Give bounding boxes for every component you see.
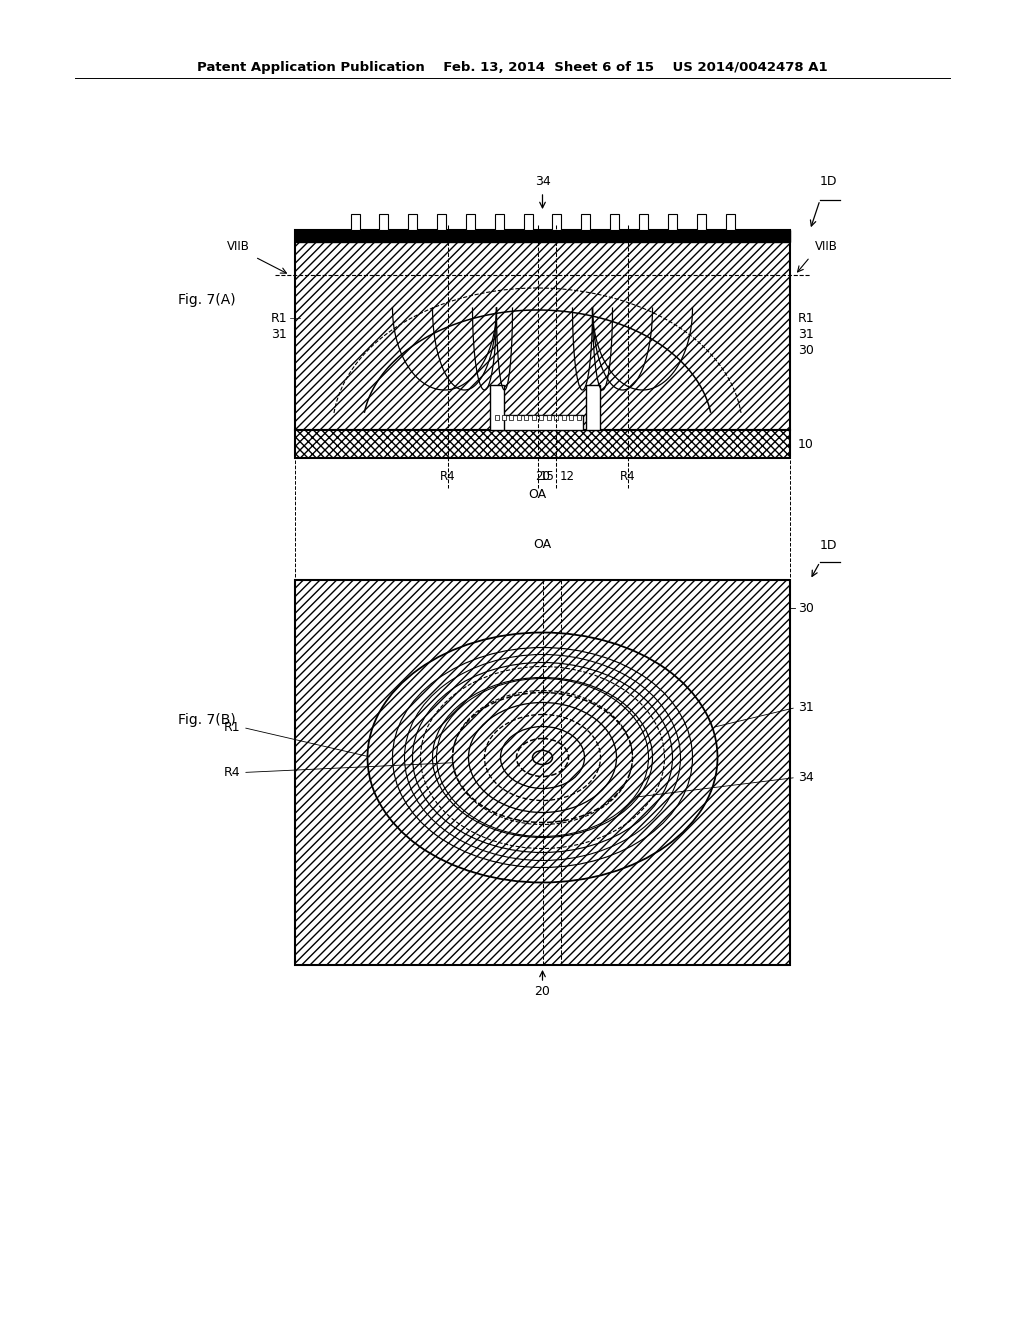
Polygon shape bbox=[561, 414, 565, 420]
Text: 1D: 1D bbox=[820, 539, 838, 552]
Polygon shape bbox=[610, 214, 620, 230]
Text: R1: R1 bbox=[223, 721, 240, 734]
Polygon shape bbox=[524, 414, 528, 420]
Text: 31: 31 bbox=[798, 327, 814, 341]
Polygon shape bbox=[517, 414, 521, 420]
Polygon shape bbox=[489, 385, 504, 430]
Text: R4: R4 bbox=[620, 470, 635, 483]
Text: OA: OA bbox=[528, 488, 547, 502]
Polygon shape bbox=[577, 414, 581, 420]
Text: 30: 30 bbox=[798, 343, 814, 356]
Text: 34: 34 bbox=[798, 771, 814, 784]
Polygon shape bbox=[696, 214, 706, 230]
Polygon shape bbox=[495, 214, 504, 230]
Polygon shape bbox=[502, 414, 506, 420]
Polygon shape bbox=[493, 414, 583, 430]
Text: 31: 31 bbox=[271, 327, 287, 341]
Polygon shape bbox=[350, 214, 359, 230]
Polygon shape bbox=[295, 430, 790, 458]
Polygon shape bbox=[547, 414, 551, 420]
Text: VIIB: VIIB bbox=[815, 240, 838, 253]
Polygon shape bbox=[523, 214, 532, 230]
Polygon shape bbox=[569, 414, 573, 420]
Text: 1D: 1D bbox=[820, 176, 838, 187]
Text: 15: 15 bbox=[540, 470, 555, 483]
Text: 31: 31 bbox=[798, 701, 814, 714]
Polygon shape bbox=[586, 385, 599, 430]
Text: 34: 34 bbox=[535, 176, 550, 187]
Polygon shape bbox=[437, 214, 446, 230]
Text: Patent Application Publication    Feb. 13, 2014  Sheet 6 of 15    US 2014/004247: Patent Application Publication Feb. 13, … bbox=[197, 62, 827, 74]
Text: OA: OA bbox=[534, 539, 552, 552]
Polygon shape bbox=[466, 214, 475, 230]
Text: R1: R1 bbox=[798, 312, 815, 325]
Text: 30: 30 bbox=[798, 602, 814, 615]
Text: 10: 10 bbox=[798, 437, 814, 450]
Polygon shape bbox=[509, 414, 513, 420]
Polygon shape bbox=[552, 214, 561, 230]
Polygon shape bbox=[295, 230, 790, 430]
Text: R4: R4 bbox=[439, 470, 456, 483]
Text: 20: 20 bbox=[536, 470, 550, 483]
Polygon shape bbox=[725, 214, 734, 230]
Polygon shape bbox=[582, 214, 590, 230]
Polygon shape bbox=[295, 230, 790, 242]
Polygon shape bbox=[295, 579, 790, 965]
Text: 12: 12 bbox=[560, 470, 575, 483]
Polygon shape bbox=[531, 414, 536, 420]
Polygon shape bbox=[409, 214, 417, 230]
Text: R4: R4 bbox=[223, 766, 240, 779]
Text: R1: R1 bbox=[270, 312, 287, 325]
Text: 20: 20 bbox=[535, 985, 551, 998]
Polygon shape bbox=[540, 414, 543, 420]
Text: Fig. 7(A): Fig. 7(A) bbox=[178, 293, 236, 308]
Polygon shape bbox=[554, 414, 558, 420]
Polygon shape bbox=[495, 414, 499, 420]
Polygon shape bbox=[379, 214, 388, 230]
Text: Fig. 7(B): Fig. 7(B) bbox=[178, 713, 236, 727]
Polygon shape bbox=[639, 214, 648, 230]
Polygon shape bbox=[668, 214, 677, 230]
Text: VIIB: VIIB bbox=[227, 240, 250, 253]
